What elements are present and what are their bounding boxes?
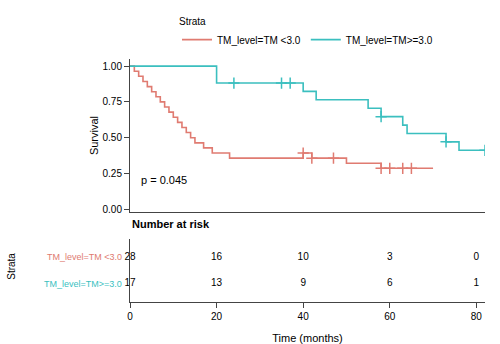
svg-text:13: 13 <box>211 277 223 288</box>
svg-text:1: 1 <box>474 277 480 288</box>
svg-text:0: 0 <box>474 251 480 262</box>
svg-text:3: 3 <box>387 251 393 262</box>
svg-text:1.00: 1.00 <box>103 61 123 72</box>
svg-text:20: 20 <box>211 311 223 322</box>
svg-text:0: 0 <box>127 311 133 322</box>
svg-text:Survival: Survival <box>88 116 100 155</box>
svg-text:0.75: 0.75 <box>103 96 123 107</box>
svg-text:p = 0.045: p = 0.045 <box>141 174 187 186</box>
svg-text:10: 10 <box>298 251 310 262</box>
svg-text:TM_level=TM>=3.0: TM_level=TM>=3.0 <box>44 279 122 289</box>
svg-text:TM_level=TM>=3.0: TM_level=TM>=3.0 <box>346 35 433 46</box>
svg-text:80: 80 <box>471 311 483 322</box>
svg-text:0.00: 0.00 <box>103 204 123 215</box>
svg-text:17: 17 <box>124 277 136 288</box>
svg-text:TM_level=TM <3.0: TM_level=TM <3.0 <box>47 252 122 262</box>
svg-text:28: 28 <box>124 251 136 262</box>
svg-text:Strata: Strata <box>6 253 17 280</box>
svg-text:Number at risk: Number at risk <box>132 218 210 230</box>
svg-text:Strata: Strata <box>179 16 206 27</box>
svg-text:0.25: 0.25 <box>103 168 123 179</box>
svg-text:Time (months): Time (months) <box>272 332 343 344</box>
svg-text:60: 60 <box>384 311 396 322</box>
svg-text:0.50: 0.50 <box>103 132 123 143</box>
svg-text:TM_level=TM <3.0: TM_level=TM <3.0 <box>217 35 301 46</box>
svg-text:16: 16 <box>211 251 223 262</box>
svg-text:6: 6 <box>387 277 393 288</box>
svg-text:40: 40 <box>298 311 310 322</box>
svg-text:9: 9 <box>300 277 306 288</box>
